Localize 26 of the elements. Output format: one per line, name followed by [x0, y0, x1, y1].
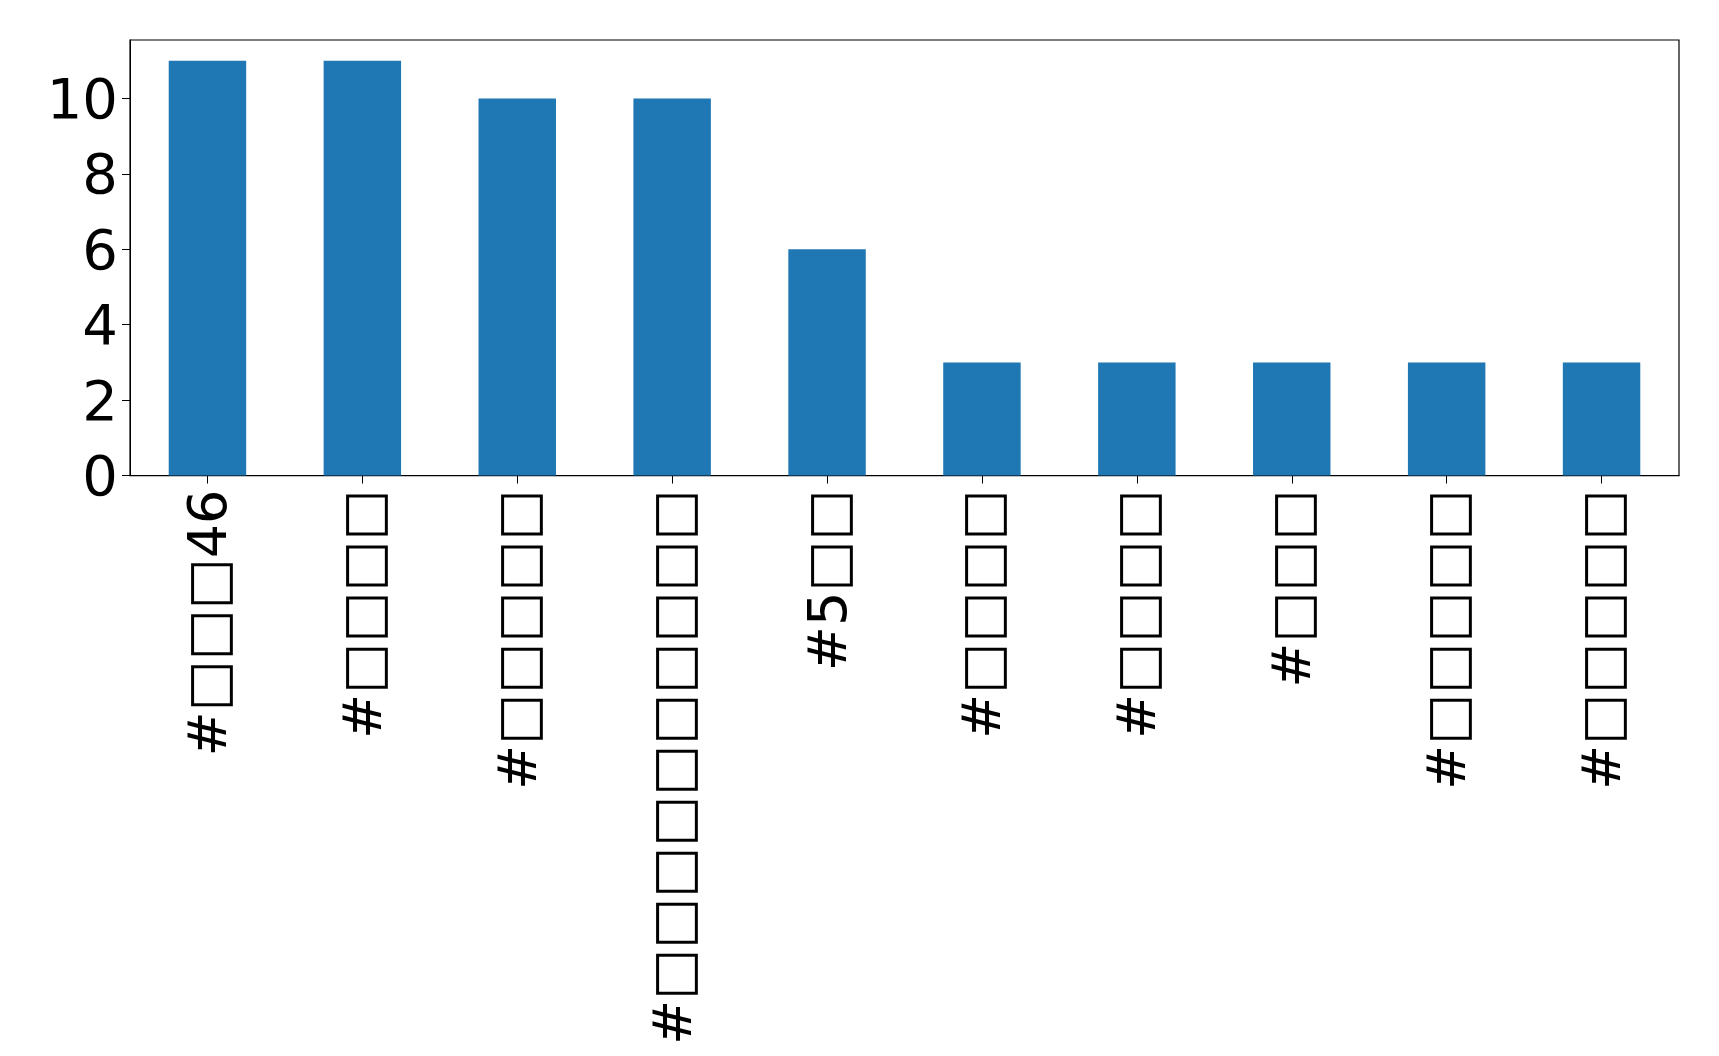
x-tick-label: #□□□□ [1105, 489, 1169, 739]
bar [1253, 362, 1331, 476]
bar [168, 60, 247, 476]
bar [478, 98, 556, 476]
x-tick-label: #□□□ [1260, 489, 1324, 688]
bar [323, 60, 402, 476]
x-tick-label: #□□□46 [175, 489, 239, 757]
x-tick-label: #5□□ [795, 489, 859, 672]
y-tick-label: 8 [82, 141, 118, 207]
x-tick-label: #□□□□ [330, 489, 394, 739]
x-tick-label: #□□□□ [950, 489, 1014, 739]
x-tick-label: #□□□□□□□□□□ [640, 489, 704, 1045]
bar [943, 362, 1021, 476]
bar [1562, 362, 1641, 476]
y-tick-label: 2 [82, 367, 118, 433]
x-tick-label: #□□□□□ [1415, 489, 1479, 790]
y-tick-label: 6 [82, 216, 118, 282]
x-tick-label: #□□□□□ [1570, 489, 1634, 790]
y-tick-label: 10 [46, 65, 118, 131]
y-tick-label: 4 [82, 292, 118, 358]
bar [788, 249, 866, 476]
y-tick-label: 0 [82, 443, 118, 509]
bar [1407, 362, 1486, 476]
x-tick-label: #□□□□□ [485, 489, 549, 790]
bar [1098, 362, 1176, 476]
bar [633, 98, 711, 476]
